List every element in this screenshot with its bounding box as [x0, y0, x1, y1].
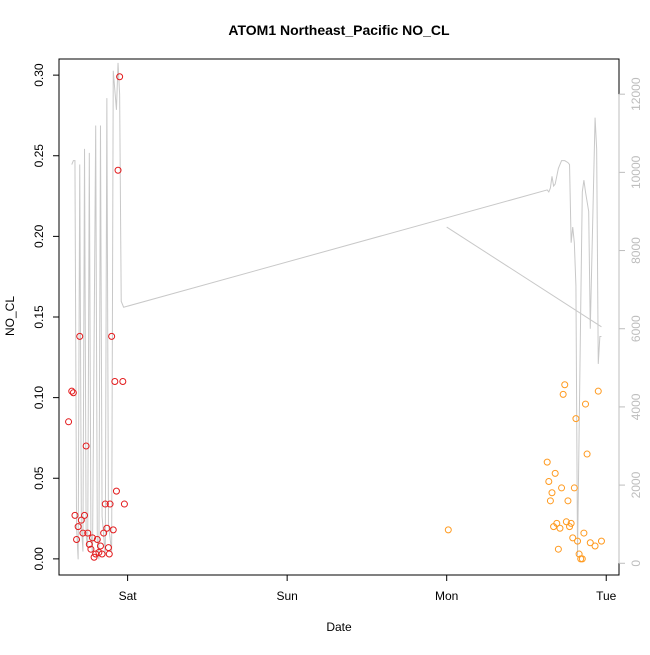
- data-point-s2-28: [594, 387, 602, 395]
- data-point-s0-2: [69, 389, 77, 397]
- data-point-s2-10: [559, 390, 567, 398]
- data-point-s2-24: [582, 400, 589, 408]
- data-point-s2-25: [583, 450, 591, 458]
- data-point-s0-1: [68, 387, 76, 395]
- data-point-s2-17: [570, 484, 578, 492]
- y2-tick-label-5: 10000: [629, 155, 643, 189]
- data-point-s2-7: [554, 545, 562, 553]
- data-point-s2-19: [574, 537, 582, 545]
- x-tick-label-1: Sun: [276, 589, 297, 603]
- x-axis: Sat Sun Mon Tue: [119, 574, 617, 603]
- data-point-s0-29: [111, 378, 119, 385]
- x-axis-label: Date: [326, 620, 352, 634]
- data-point-s2-5: [551, 469, 559, 477]
- y2-tick-label-3: 6000: [629, 315, 643, 342]
- data-point-s2-20: [575, 550, 583, 558]
- data-point-s0-11: [84, 529, 92, 537]
- data-point-s2-12: [562, 518, 570, 526]
- y2-tick-label-4: 8000: [629, 237, 643, 264]
- y-tick-label-3: 0.15: [32, 305, 46, 329]
- data-point-s0-6: [76, 332, 84, 340]
- data-point-s0-20: [98, 550, 106, 558]
- y-tick-label-0: 0.00: [32, 547, 46, 571]
- data-point-s0-26: [106, 500, 114, 508]
- data-point-s2-9: [558, 484, 566, 492]
- y2-tick-label-6: 12000: [629, 77, 643, 111]
- data-point-s0-17: [93, 536, 101, 544]
- data-point-s2-16: [569, 534, 577, 542]
- data-point-s0-25: [105, 550, 113, 558]
- data-point-s0-30: [112, 487, 120, 495]
- data-point-s0-28: [109, 526, 117, 534]
- data-point-s0-7: [77, 516, 85, 524]
- data-point-s0-15: [90, 553, 98, 561]
- data-point-s2-13: [564, 497, 572, 505]
- y-tick-label-4: 0.20: [32, 224, 46, 248]
- y-axis-left: 0.00 0.05 0.10 0.15 0.20 0.25 0.30: [32, 63, 60, 571]
- y-axis-right: 0 2000 4000 6000 8000 10000 12000: [618, 77, 643, 567]
- y-tick-label-1: 0.05: [32, 466, 46, 490]
- data-points: [65, 73, 605, 563]
- data-point-s0-14: [89, 534, 96, 542]
- data-point-s2-8: [556, 524, 564, 532]
- data-point-s0-9: [81, 511, 89, 519]
- data-point-s2-29: [597, 537, 605, 545]
- y-tick-label-6: 0.30: [32, 63, 46, 87]
- x-tick-label-2: Mon: [435, 589, 458, 603]
- data-point-s0-32: [116, 73, 124, 81]
- y2-tick-label-0: 0: [629, 560, 643, 567]
- data-point-s2-22: [578, 555, 586, 563]
- data-point-s2-6: [553, 519, 561, 527]
- chart-title: ATOM1 Northeast_Pacific NO_CL: [228, 22, 450, 38]
- data-point-s0-24: [104, 544, 112, 552]
- data-point-s2-26: [586, 539, 594, 547]
- x-tick-label-0: Sat: [119, 589, 138, 603]
- data-point-s0-22: [101, 500, 109, 508]
- x-tick-label-3: Tue: [596, 589, 617, 603]
- data-point-s0-13: [87, 545, 95, 553]
- data-point-s2-11: [561, 381, 569, 389]
- altitude-line-segment-0: [71, 62, 602, 560]
- data-point-s2-23: [580, 529, 588, 537]
- data-point-s0-5: [74, 523, 82, 531]
- y-tick-label-2: 0.10: [32, 386, 46, 410]
- y2-tick-label-2: 4000: [629, 393, 643, 420]
- data-point-s2-18: [572, 415, 580, 423]
- data-point-s0-0: [65, 418, 73, 426]
- altitude-line-segment-1: [446, 226, 602, 328]
- data-point-s2-15: [567, 519, 575, 527]
- plot-frame: [58, 58, 620, 576]
- data-point-s0-33: [119, 378, 127, 385]
- y-tick-label-5: 0.25: [32, 144, 46, 168]
- data-point-s2-1: [545, 477, 553, 485]
- plot-border: [58, 58, 620, 576]
- y2-tick-label-1: 2000: [629, 471, 643, 498]
- data-point-s2-0: [543, 458, 551, 466]
- data-point-s0-19: [96, 542, 104, 550]
- data-point-s0-31: [114, 166, 122, 174]
- data-point-s0-21: [100, 529, 108, 537]
- data-point-s0-8: [79, 529, 87, 537]
- altitude-line: [71, 62, 602, 560]
- data-point-s2-27: [591, 542, 599, 550]
- data-point-s0-10: [82, 442, 90, 450]
- data-point-s0-3: [71, 511, 79, 519]
- data-point-s0-4: [73, 536, 81, 544]
- data-point-s2-3: [548, 489, 556, 497]
- y-axis-label: NO_CL: [3, 296, 17, 336]
- data-point-s0-23: [103, 524, 111, 532]
- data-point-s1-0: [444, 526, 452, 534]
- data-point-s0-12: [85, 540, 93, 548]
- data-point-s2-14: [566, 523, 574, 531]
- data-point-s0-34: [120, 500, 128, 508]
- data-point-s2-2: [546, 497, 554, 505]
- data-point-s0-27: [108, 332, 116, 340]
